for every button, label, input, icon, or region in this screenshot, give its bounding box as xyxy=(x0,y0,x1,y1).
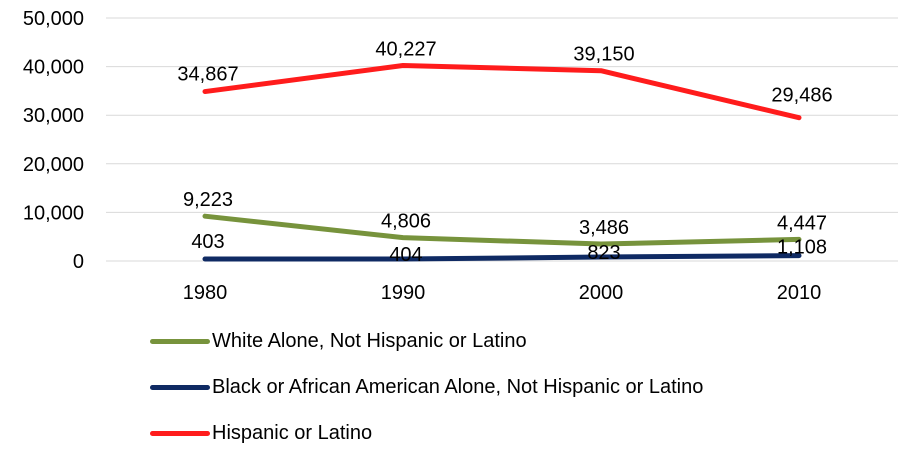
legend-swatch-white xyxy=(150,338,210,344)
legend-swatch-hispanic xyxy=(150,430,210,436)
series-line xyxy=(202,62,802,121)
y-tick-label: 50,000 xyxy=(23,8,84,30)
data-label: 39,150 xyxy=(573,44,634,66)
y-axis: 0 10,000 20,000 30,000 40,000 50,000 xyxy=(23,8,84,273)
data-labels: 9,223 4,806 3,486 4,447 403 404 823 1,108 34,867… xyxy=(177,38,832,266)
legend: White Alone, Not Hispanic or Latino Blac… xyxy=(150,318,703,456)
x-tick-label: 1990 xyxy=(381,282,426,304)
series-line xyxy=(202,253,802,262)
data-label: 3,486 xyxy=(579,217,629,239)
legend-label-hispanic: Hispanic or Latino xyxy=(212,421,373,444)
series-lines xyxy=(202,62,802,262)
data-label: 4,806 xyxy=(381,211,431,233)
legend-label-white: White Alone, Not Hispanic or Latino xyxy=(212,329,527,352)
data-label: 404 xyxy=(389,244,422,266)
legend-swatch-black xyxy=(150,384,210,390)
data-label: 4,447 xyxy=(777,212,827,234)
data-label: 40,227 xyxy=(375,38,436,60)
data-label: 9,223 xyxy=(183,189,233,211)
x-tick-label: 1980 xyxy=(183,282,228,304)
data-label: 1,108 xyxy=(777,237,827,259)
y-tick-label: 30,000 xyxy=(23,105,84,127)
line-chart: 0 10,000 20,000 30,000 40,000 50,000 1980 1990… xyxy=(23,8,898,304)
y-tick-label: 10,000 xyxy=(23,202,84,224)
x-tick-label: 2010 xyxy=(777,282,822,304)
data-label: 34,867 xyxy=(177,64,238,86)
legend-item-hispanic: Hispanic or Latino xyxy=(150,410,703,456)
data-label: 823 xyxy=(587,242,620,264)
legend-item-white: White Alone, Not Hispanic or Latino xyxy=(150,318,703,364)
data-label: 403 xyxy=(191,231,224,253)
y-tick-label: 0 xyxy=(73,251,84,273)
x-axis: 1980 1990 2000 2010 xyxy=(183,282,822,304)
x-tick-label: 2000 xyxy=(579,282,624,304)
y-tick-label: 40,000 xyxy=(23,57,84,79)
legend-item-black: Black or African American Alone, Not His… xyxy=(150,364,703,410)
legend-label-black: Black or African American Alone, Not His… xyxy=(212,375,704,398)
y-tick-label: 20,000 xyxy=(23,154,84,176)
series-line xyxy=(202,213,802,247)
data-label: 29,486 xyxy=(771,85,832,107)
